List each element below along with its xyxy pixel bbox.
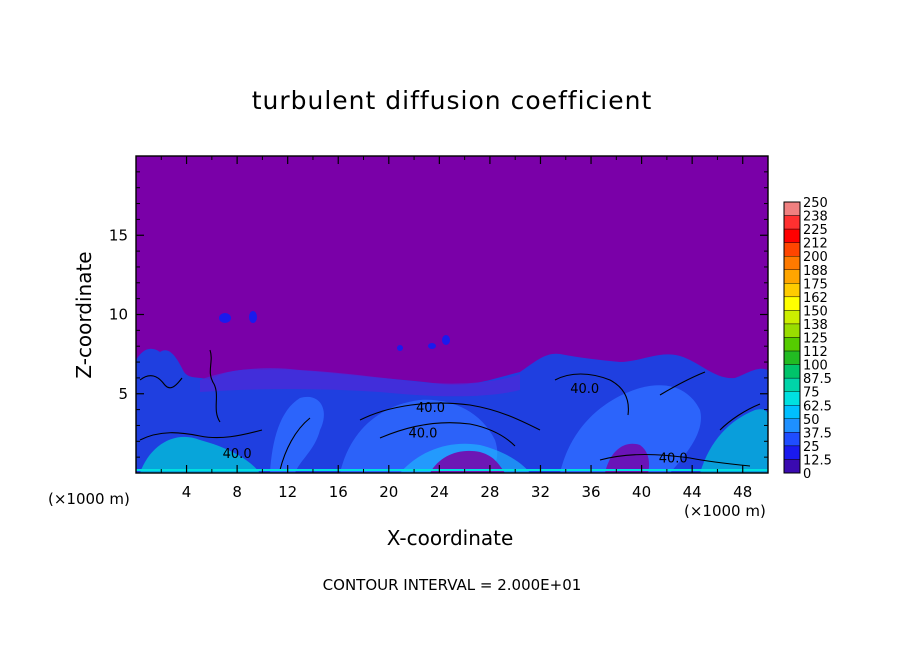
contour-line-4 [554,373,629,416]
contour-line-6 [209,349,221,423]
colorbar-swatch [783,391,801,406]
upper-blob-3 [442,335,450,345]
upper-blob-1 [219,313,231,323]
contour-label: 40.0 [408,426,437,441]
colorbar-swatch [783,296,801,311]
colorbar-swatch [783,242,801,257]
colorbar-swatch [783,418,801,433]
y-tick-label: 15 [109,226,128,244]
x-tick-label: 32 [531,483,550,501]
colorbar-label: 50 [803,413,820,428]
x-tick-label: 8 [232,483,242,501]
colorbar-swatch [783,445,801,460]
colorbar-label: 250 [803,196,828,211]
colorbar-label: 200 [803,250,828,265]
x-tick-label: 24 [430,483,449,501]
x-axis-label: X-coordinate [386,526,514,550]
colorbar-label: 0 [803,467,811,482]
upper-blob-4 [397,345,403,351]
turbulence-field [136,311,768,473]
colorbar-label: 25 [803,440,820,455]
colorbar-label: 138 [803,318,828,333]
contour-line-1 [139,429,263,441]
x-tick-label: 20 [379,483,398,501]
contour-labels: 40.0 40.0 40.0 40.0 40.0 [223,382,688,467]
colorbar-label: 100 [803,359,828,374]
colorbar-label: 112 [803,345,828,360]
colorbar-swatch [783,377,801,392]
colorbar-label: 188 [803,264,828,279]
x-tick-label: 12 [278,483,297,501]
colorbar-label: 12.5 [803,453,832,468]
contour-line-3 [379,422,516,447]
colorbar-swatch [783,350,801,365]
contour-label: 40.0 [570,382,599,397]
y-tick-label: 10 [109,306,128,324]
contour-line-5 [599,453,751,467]
upper-blob-5 [428,343,436,349]
x-tick-label: 4 [182,483,192,501]
colorbar-swatch [783,201,801,216]
x-unit-label-right: (×1000 m) [684,502,766,520]
cyan-patch-right [700,409,768,473]
colorbar-swatch [783,283,801,298]
colorbar-swatch [783,432,801,447]
contour-label: 40.0 [416,401,445,416]
colorbar-swatch [783,459,801,474]
x-tick-label: 36 [581,483,600,501]
cyan-patch-left [140,436,260,473]
colorbar-swatch [783,310,801,325]
colorbar-label: 75 [803,386,820,401]
x-tick-label: 48 [733,483,752,501]
colorbar-label: 238 [803,210,828,225]
colorbar-label: 212 [803,237,828,252]
colorbar-label: 162 [803,291,828,306]
colorbar-swatch [783,364,801,379]
x-tick-label: 40 [632,483,651,501]
colorbar-swatch [783,337,801,352]
x-axis-ticks: 4 8 12 16 20 24 28 32 36 40 44 48 [160,156,752,501]
colorbar-swatch [783,228,801,243]
contour-line-9 [279,417,311,471]
contour-line-10 [659,371,706,396]
colorbar-swatch [783,215,801,230]
colorbar-swatch [783,405,801,420]
colorbar-swatch [783,323,801,338]
colorbar-swatch [783,256,801,270]
colorbar-swatch [783,269,801,284]
contour-line-7 [139,375,183,389]
x-tick-label: 44 [683,483,702,501]
x-tick-label: 28 [480,483,499,501]
colorbar-label: 125 [803,332,828,347]
colorbar-label: 62.5 [803,399,832,414]
colorbar: 2502382252122001881751621501381251121008… [783,196,832,482]
purple-intrusion-2 [605,443,650,473]
chart-title: turbulent diffusion coefficient [251,86,653,115]
colorbar-label: 87.5 [803,372,832,387]
purple-intrusion [430,450,505,473]
plume-right [560,385,701,473]
contour-line-2 [359,402,541,431]
colorbar-label: 175 [803,277,828,292]
colorbar-label: 150 [803,304,828,319]
colorbar-label: 37.5 [803,426,832,441]
turbulent-layer-upper-edge [200,368,520,397]
y-tick-label: 5 [118,385,128,403]
contour-label: 40.0 [223,447,252,462]
plume-left [270,396,324,473]
x-tick-label: 16 [329,483,348,501]
contour-line-8 [719,403,761,431]
upper-blob-2 [249,311,257,323]
contour-label: 40.0 [659,452,688,467]
colorbar-frame [783,201,801,474]
y-axis-ticks: 5 10 15 [109,171,768,458]
contour-interval-note: CONTOUR INTERVAL = 2.000E+01 [322,576,582,594]
colorbar-label: 225 [803,223,828,238]
x-unit-label-left: (×1000 m) [48,490,130,508]
